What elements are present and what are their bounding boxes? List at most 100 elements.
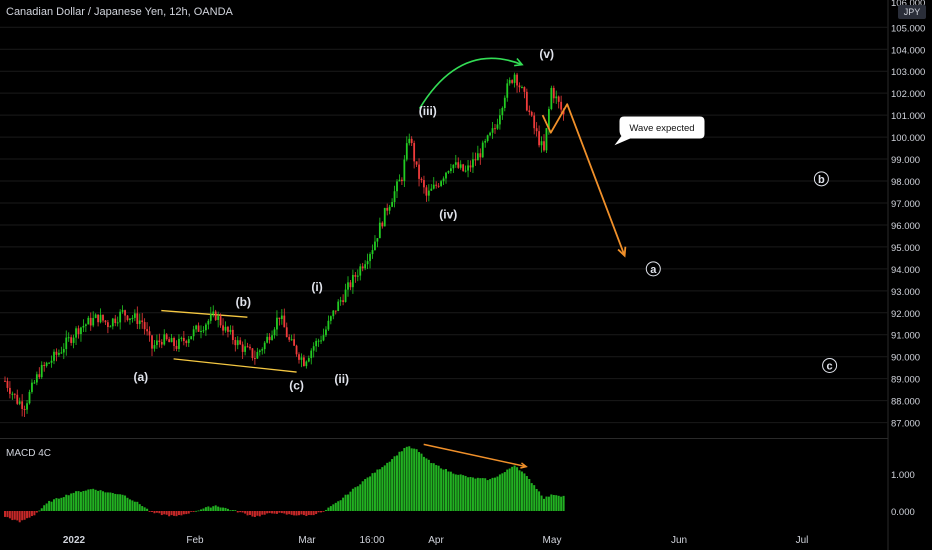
macd-bar[interactable]	[324, 509, 327, 511]
macd-bar[interactable]	[234, 510, 237, 511]
candle-body[interactable]	[153, 345, 156, 349]
macd-bar[interactable]	[75, 491, 78, 511]
candle-body[interactable]	[4, 380, 6, 382]
candle-body[interactable]	[35, 374, 38, 383]
trend-line[interactable]	[173, 358, 297, 373]
candle-body[interactable]	[342, 300, 344, 302]
candle-body[interactable]	[501, 107, 504, 116]
macd-bar[interactable]	[288, 511, 291, 515]
candle-body[interactable]	[151, 335, 153, 349]
candle-body[interactable]	[97, 314, 99, 323]
macd-bar[interactable]	[508, 468, 511, 511]
macd-bar[interactable]	[136, 501, 139, 511]
candle-body[interactable]	[268, 336, 271, 341]
macd-bar[interactable]	[263, 511, 266, 515]
macd-bar[interactable]	[153, 511, 156, 514]
macd-bar[interactable]	[467, 477, 470, 511]
macd-bar[interactable]	[440, 468, 443, 511]
candle-body[interactable]	[494, 128, 496, 130]
macd-bar[interactable]	[381, 467, 384, 511]
macd-bar[interactable]	[361, 481, 364, 511]
macd-bar[interactable]	[312, 511, 315, 516]
candle-body[interactable]	[327, 320, 330, 330]
candle-body[interactable]	[109, 326, 112, 328]
macd-bar[interactable]	[403, 448, 406, 511]
candle-body[interactable]	[107, 322, 109, 328]
macd-bar[interactable]	[45, 503, 48, 511]
candle-body[interactable]	[334, 310, 337, 312]
candle-body[interactable]	[359, 266, 362, 276]
candle-body[interactable]	[82, 325, 85, 328]
candle-body[interactable]	[491, 128, 494, 133]
macd-bar[interactable]	[170, 511, 173, 516]
candle-body[interactable]	[249, 346, 251, 349]
candle-body[interactable]	[329, 316, 332, 321]
macd-bar[interactable]	[550, 494, 553, 511]
macd-bar[interactable]	[8, 511, 11, 519]
macd-bar[interactable]	[562, 495, 565, 511]
candle-body[interactable]	[263, 342, 266, 350]
candle-body[interactable]	[457, 162, 460, 168]
macd-bar[interactable]	[354, 487, 357, 511]
candle-body[interactable]	[178, 338, 180, 349]
candle-body[interactable]	[435, 184, 438, 186]
candle-body[interactable]	[489, 132, 491, 136]
macd-bar[interactable]	[300, 511, 303, 515]
macd-bar[interactable]	[334, 502, 337, 511]
macd-bar[interactable]	[349, 491, 352, 511]
candle-body[interactable]	[45, 362, 48, 366]
macd-bar[interactable]	[459, 474, 462, 511]
candle-body[interactable]	[40, 364, 43, 378]
candle-body[interactable]	[440, 181, 442, 186]
candle-body[interactable]	[430, 188, 433, 191]
macd-bar[interactable]	[84, 490, 87, 511]
macd-bar[interactable]	[383, 465, 386, 511]
macd-bar[interactable]	[293, 511, 296, 516]
candle-body[interactable]	[280, 315, 283, 319]
macd-bar[interactable]	[393, 456, 396, 511]
candle-body[interactable]	[403, 159, 406, 182]
macd-bar[interactable]	[192, 511, 195, 512]
macd-bar[interactable]	[413, 448, 416, 511]
candle-body[interactable]	[459, 164, 462, 168]
macd-bar[interactable]	[131, 500, 134, 511]
candle-body[interactable]	[317, 340, 320, 342]
candle-body[interactable]	[511, 80, 514, 83]
candle-body[interactable]	[484, 140, 487, 143]
macd-bar[interactable]	[217, 506, 220, 511]
candle-body[interactable]	[352, 274, 354, 288]
macd-bar[interactable]	[99, 490, 102, 511]
candle-body[interactable]	[305, 361, 308, 367]
candle-body[interactable]	[525, 91, 528, 111]
macd-bar[interactable]	[182, 511, 185, 515]
macd-bar[interactable]	[65, 494, 68, 511]
macd-bar[interactable]	[307, 511, 310, 515]
macd-bar[interactable]	[351, 488, 354, 511]
candle-body[interactable]	[48, 362, 50, 364]
candle-body[interactable]	[129, 318, 131, 321]
macd-bar[interactable]	[138, 504, 141, 511]
candle-body[interactable]	[143, 322, 146, 330]
candle-body[interactable]	[543, 141, 545, 151]
candle-body[interactable]	[383, 207, 386, 227]
macd-bar[interactable]	[158, 511, 161, 514]
macd-bar[interactable]	[28, 511, 31, 518]
macd-bar[interactable]	[26, 511, 29, 519]
macd-bar[interactable]	[79, 491, 82, 511]
macd-bar[interactable]	[405, 446, 408, 511]
macd-bar[interactable]	[185, 511, 188, 515]
macd-bar[interactable]	[148, 511, 151, 512]
macd-bar[interactable]	[163, 511, 166, 515]
candle-body[interactable]	[432, 184, 435, 189]
candle-body[interactable]	[180, 337, 183, 339]
macd-histogram[interactable]	[4, 446, 565, 523]
macd-bar[interactable]	[121, 494, 124, 511]
macd-bar[interactable]	[484, 478, 487, 511]
macd-bar[interactable]	[146, 508, 149, 511]
macd-bar[interactable]	[280, 511, 283, 514]
macd-bar[interactable]	[302, 511, 305, 516]
macd-bar[interactable]	[498, 474, 501, 511]
candle-body[interactable]	[92, 317, 95, 326]
macd-bar[interactable]	[442, 469, 445, 511]
macd-bar[interactable]	[168, 511, 171, 517]
